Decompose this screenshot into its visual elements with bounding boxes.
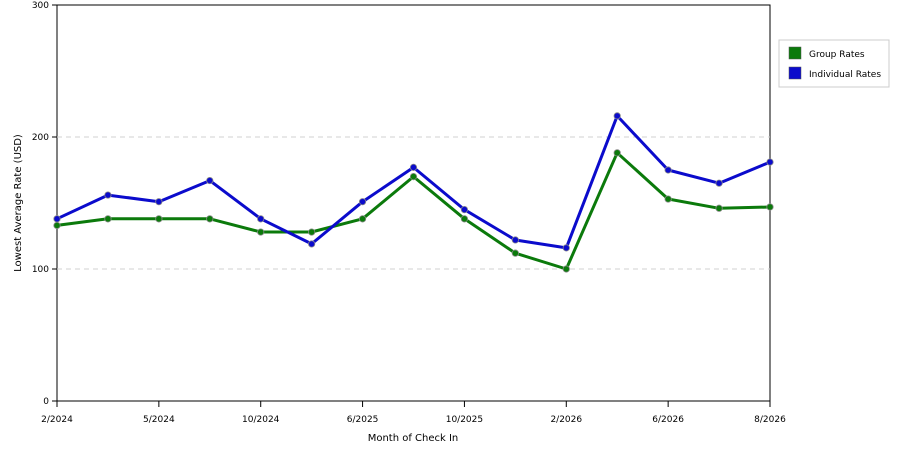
y-tick-label: 0 [43, 397, 49, 407]
data-point-group-rates [308, 228, 316, 236]
x-tick-label: 2/2024 [41, 415, 73, 425]
data-point-individual-rates [257, 215, 265, 223]
data-point-group-rates [664, 195, 672, 203]
x-tick-label: 2/2026 [550, 415, 582, 425]
legend: Group Rates Individual Rates [778, 39, 890, 88]
x-tick-label: 8/2026 [754, 415, 786, 425]
data-point-group-rates [613, 149, 621, 157]
data-point-group-rates [104, 215, 112, 223]
y-tick-label: 300 [32, 1, 49, 11]
y-axis-title: Lowest Average Rate (USD) [13, 134, 24, 272]
data-point-individual-rates [613, 112, 621, 120]
x-tick-label: 6/2025 [347, 415, 379, 425]
x-tick-label: 5/2024 [143, 415, 175, 425]
data-point-group-rates [358, 215, 367, 223]
data-point-individual-rates [460, 206, 469, 214]
data-point-group-rates [511, 249, 519, 257]
data-point-individual-rates [409, 163, 418, 171]
data-point-group-rates [562, 265, 570, 273]
data-point-individual-rates [511, 236, 519, 244]
x-tick-label: 6/2026 [652, 415, 684, 425]
data-point-group-rates [460, 215, 469, 223]
x-axis-title: Month of Check In [368, 433, 459, 444]
data-point-group-rates [766, 203, 774, 211]
data-point-group-rates [155, 215, 163, 223]
data-point-individual-rates [104, 191, 112, 199]
legend-label-group-rates: Group Rates [809, 50, 865, 60]
x-tick-label: 10/2025 [446, 415, 483, 425]
data-point-individual-rates [358, 198, 367, 206]
data-point-group-rates [409, 173, 418, 181]
legend-swatch-individual-rates [788, 66, 802, 80]
gridlines [57, 136, 770, 270]
data-point-individual-rates [766, 158, 774, 166]
data-point-individual-rates [715, 179, 723, 187]
axes: 0 100 200 300 2/2024 5/2024 10/2024 6/2025 10/20… [32, 1, 786, 425]
plot-area [56, 4, 771, 402]
data-point-group-rates [53, 221, 61, 230]
data-point-individual-rates [206, 176, 214, 185]
data-point-group-rates [715, 204, 723, 212]
series-layer [53, 112, 774, 273]
data-point-group-rates [206, 215, 214, 223]
data-point-individual-rates [53, 215, 61, 223]
data-point-individual-rates [155, 198, 163, 206]
data-point-individual-rates [308, 240, 316, 248]
legend-swatch-group-rates [788, 46, 802, 60]
legend-label-individual-rates: Individual Rates [809, 70, 881, 80]
y-tick-label: 200 [32, 133, 49, 143]
x-tick-label: 10/2024 [242, 415, 280, 425]
data-point-individual-rates [562, 244, 570, 252]
y-tick-label: 100 [32, 265, 49, 275]
data-point-individual-rates [664, 166, 672, 174]
data-point-group-rates [257, 228, 265, 236]
